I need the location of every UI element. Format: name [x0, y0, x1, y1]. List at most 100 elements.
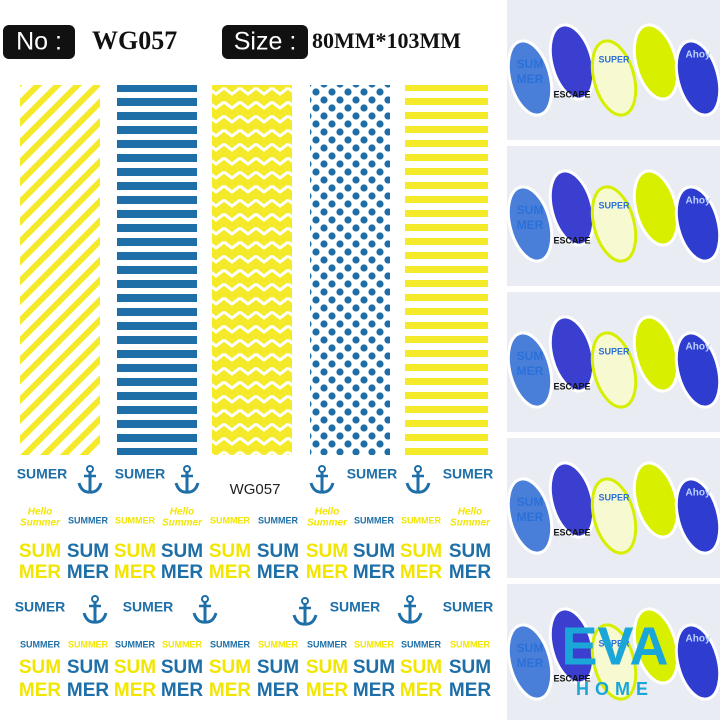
sticker-text: MER — [449, 562, 492, 583]
sticker-text: SUM — [400, 657, 442, 678]
sticker-text: MER — [257, 562, 300, 583]
sticker-text: SUMMER — [354, 515, 394, 525]
nail — [632, 23, 680, 101]
nail-text: ESCAPE — [553, 89, 590, 99]
anchor-icon — [174, 464, 200, 494]
sticker-text: SUM — [209, 657, 251, 678]
sticker-text: MER — [161, 680, 204, 701]
sticker-text: MER — [114, 680, 157, 701]
sticker-text: SUMER — [443, 466, 494, 482]
sticker-text: SUM — [449, 657, 491, 678]
logo-sub: HOME — [576, 679, 654, 699]
nail-text: Ahoy — [686, 196, 711, 207]
nail — [506, 185, 554, 263]
nail-text: ESCAPE — [553, 527, 590, 537]
sticker-text: SUMMER — [210, 515, 250, 525]
nail — [632, 315, 680, 393]
nail-text: SUM — [517, 203, 544, 217]
nail — [674, 39, 720, 117]
sticker-text: MER — [19, 680, 62, 701]
stickers: SUMER SUMER SUMER SUMER SUMER SUMER SUMER SUMER… — [15, 464, 494, 701]
sticker-text: SUM — [400, 541, 442, 562]
sticker-text: SUM — [161, 541, 203, 562]
stripe-strip — [212, 85, 292, 455]
sticker-text: SUMER — [15, 599, 66, 615]
nail — [590, 331, 638, 409]
nail-text: MER — [517, 510, 544, 524]
sticker-text: SUMMER — [450, 639, 490, 649]
nail — [632, 607, 680, 685]
sticker-text: MER — [400, 680, 443, 701]
nail — [506, 331, 554, 409]
logo-brand: EVA — [561, 616, 668, 676]
anchor-icon — [77, 464, 103, 494]
sticker-text: Summer — [307, 518, 348, 529]
nail — [590, 623, 638, 701]
sticker-text: MER — [209, 562, 252, 583]
sticker-text: Summer — [162, 518, 203, 529]
sticker-text: MER — [209, 680, 252, 701]
sticker-text: SUM — [67, 657, 109, 678]
sticker-text: SUMMER — [20, 639, 60, 649]
nail-text: ESCAPE — [553, 235, 590, 245]
nail-text: SUPER — [598, 54, 630, 64]
nail-text: MER — [517, 218, 544, 232]
nail-text: SUPER — [598, 492, 630, 502]
sticker-text: Summer — [450, 518, 491, 529]
anchor-icon — [82, 594, 108, 624]
sticker-text: SUMMER — [115, 639, 155, 649]
sticker-text: MER — [306, 680, 349, 701]
size-label: Size : — [234, 28, 297, 56]
nail — [590, 39, 638, 117]
sticker-text: MER — [19, 562, 62, 583]
sticker-text: SUMER — [123, 599, 174, 615]
stripe-strip — [310, 85, 390, 455]
nail-text: MER — [517, 72, 544, 86]
sheet-code: WG057 — [230, 481, 281, 498]
sticker-text: SUM — [306, 541, 348, 562]
sticker-text: MER — [257, 680, 300, 701]
sticker-text: MER — [306, 562, 349, 583]
nail-text: SUPER — [598, 346, 630, 356]
sticker-text: MER — [67, 680, 110, 701]
nail-text: SUPER — [598, 200, 630, 210]
sticker-text: SUMMER — [354, 639, 394, 649]
nail — [632, 461, 680, 539]
size-value: 80MM*103MM — [312, 28, 461, 53]
sticker-text: SUM — [449, 541, 491, 562]
nail-text: SUM — [517, 641, 544, 655]
nail-text: Ahoy — [686, 342, 711, 353]
nail — [674, 185, 720, 263]
sticker-text: SUM — [257, 657, 299, 678]
nail — [506, 39, 554, 117]
product-code: WG057 — [92, 26, 177, 55]
sticker-text: SUMER — [330, 599, 381, 615]
sticker-text: Hello — [170, 507, 194, 518]
label-box — [222, 25, 308, 59]
nail-text: Ahoy — [686, 634, 711, 645]
anchor-icon — [192, 594, 218, 624]
sticker-text: SUMMER — [68, 515, 108, 525]
sticker-text: Hello — [315, 507, 339, 518]
nail — [548, 461, 596, 539]
sticker-text: SUM — [353, 657, 395, 678]
sticker-text: SUMER — [443, 599, 494, 615]
nail-text: Ahoy — [686, 488, 711, 499]
nail-text: ESCAPE — [553, 673, 590, 683]
sticker-text: MER — [67, 562, 110, 583]
nail — [506, 477, 554, 555]
nail — [674, 331, 720, 409]
nail-text: Ahoy — [686, 50, 711, 61]
nail — [548, 169, 596, 247]
stripe-strip — [20, 85, 100, 455]
anchor-icon — [309, 464, 335, 494]
sticker-text: SUMMER — [401, 515, 441, 525]
stripe-strip — [117, 85, 197, 455]
sticker-text: SUMER — [17, 466, 68, 482]
sticker-text: SUM — [161, 657, 203, 678]
sticker-text: SUMMER — [258, 639, 298, 649]
sticker-text: SUMMER — [115, 515, 155, 525]
nail — [632, 169, 680, 247]
nail-text: SUPER — [598, 638, 630, 648]
